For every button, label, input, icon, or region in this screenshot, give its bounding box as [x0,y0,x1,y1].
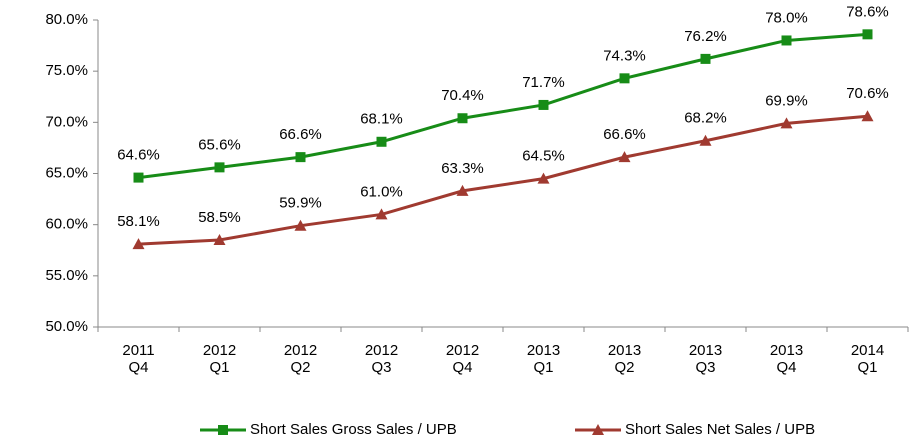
point [537,172,550,184]
legend-label: Short Sales Net Sales / UPB [625,421,815,438]
point [618,151,631,163]
x-tick-label: 2013 Q2 [607,342,642,376]
point [862,29,873,40]
y-tick-label: 80.0% [45,11,88,28]
x-tick-label: 2012 Q3 [364,342,399,376]
point [375,208,388,220]
x-tick-label: 2013 Q1 [526,342,561,376]
data-label: 61.0% [360,183,403,200]
data-label: 71.7% [522,74,565,91]
x-tick-label: 2011 Q4 [122,342,155,376]
data-label: 68.2% [684,110,727,127]
point [294,219,307,231]
legend-label: Short Sales Gross Sales / UPB [250,421,457,438]
data-label: 58.5% [198,209,241,226]
y-tick-label: 65.0% [45,164,88,181]
point [457,113,468,124]
data-label: 64.6% [117,147,160,164]
data-label: 78.6% [846,3,889,20]
data-label: 64.5% [522,148,565,165]
point [132,238,145,250]
data-label: 70.4% [441,87,484,104]
data-label: 66.6% [279,126,322,143]
point [592,424,604,435]
data-label: 76.2% [684,28,727,45]
x-tick-label: 2012 Q1 [202,342,237,376]
x-tick-label: 2014 Q1 [850,342,885,376]
point [780,117,793,129]
series-line [138,32,868,180]
data-label: 58.1% [117,213,160,230]
point [213,234,226,246]
point [861,110,874,122]
point [781,35,792,46]
x-tick-label: 2012 Q2 [283,342,318,376]
data-label: 70.6% [846,85,889,102]
y-tick-label: 50.0% [45,318,88,335]
point [538,99,549,110]
data-label: 65.6% [198,136,241,153]
point [619,73,630,84]
x-tick-label: 2013 Q4 [769,342,804,376]
point [214,162,225,173]
point [218,425,228,435]
data-label: 66.6% [603,126,646,143]
y-tick-label: 75.0% [45,62,88,79]
x-tick-label: 2012 Q4 [445,342,480,376]
point [456,184,469,196]
point [376,136,387,147]
point [295,152,306,163]
y-tick-label: 60.0% [45,216,88,233]
data-label: 78.0% [765,9,808,26]
point [700,53,711,64]
point [699,134,712,146]
x-tick-label: 2013 Q3 [688,342,723,376]
y-tick-label: 70.0% [45,113,88,130]
series-line [138,114,868,246]
data-label: 68.1% [360,111,403,128]
point [133,172,144,183]
y-tick-label: 55.0% [45,267,88,284]
data-label: 59.9% [279,195,322,212]
data-label: 69.9% [765,92,808,109]
data-label: 63.3% [441,160,484,177]
data-label: 74.3% [603,47,646,64]
